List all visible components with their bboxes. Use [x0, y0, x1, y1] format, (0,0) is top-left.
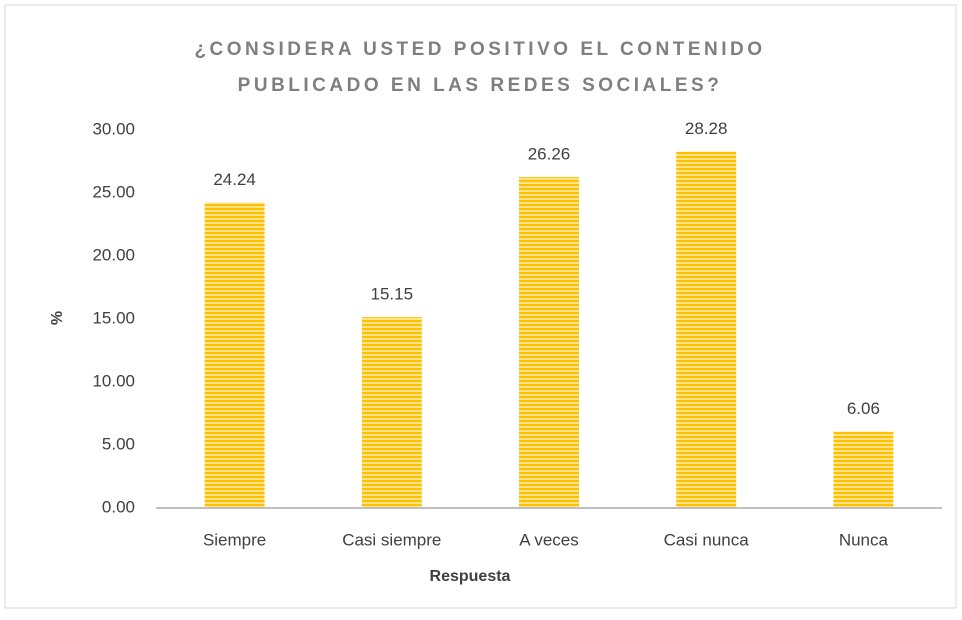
bar: [519, 177, 579, 508]
y-tick-label: 5.00: [102, 434, 135, 453]
chart-title: ¿CONSIDERA USTED POSITIVO EL CONTENIDO: [194, 39, 765, 60]
x-tick-label: Casi siempre: [342, 530, 441, 549]
data-label: 24.24: [213, 170, 256, 189]
data-label: 15.15: [371, 285, 414, 304]
y-tick-label: 15.00: [92, 308, 135, 327]
y-tick-label: 20.00: [92, 245, 135, 264]
y-tick-label: 25.00: [92, 182, 135, 201]
data-label: 26.26: [528, 145, 571, 164]
x-axis-title: Respuesta: [430, 568, 511, 585]
data-label: 28.28: [685, 119, 728, 138]
chart-title: PUBLICADO EN LAS REDES SOCIALES?: [238, 75, 723, 96]
y-tick-label: 10.00: [92, 371, 135, 390]
x-tick-label: A veces: [519, 530, 579, 549]
bar: [361, 317, 422, 508]
bar: [204, 202, 265, 509]
bar: [833, 431, 894, 508]
x-tick-label: Siempre: [203, 530, 266, 549]
y-axis-title: %: [49, 311, 66, 325]
x-tick-label: Nunca: [839, 530, 889, 549]
y-tick-label: 0.00: [102, 497, 135, 516]
y-tick-label: 30.00: [92, 119, 135, 138]
data-label: 6.06: [847, 399, 880, 418]
bar: [676, 151, 737, 508]
x-tick-label: Casi nunca: [664, 530, 750, 549]
